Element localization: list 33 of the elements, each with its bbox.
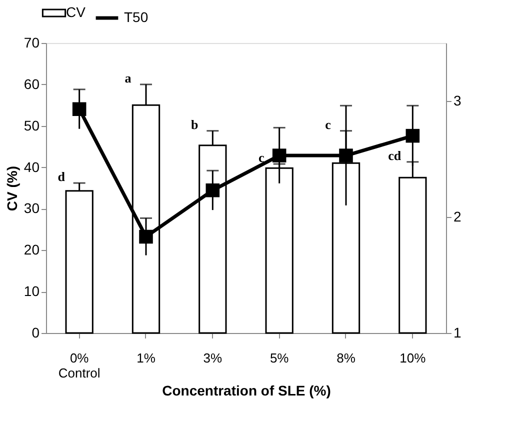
- y2-tick-label: 2: [454, 208, 462, 224]
- y-tick-label: 20: [24, 242, 40, 258]
- point: [139, 230, 153, 244]
- y2-tick-label: 3: [454, 92, 462, 108]
- y-tick-label: 30: [24, 200, 40, 216]
- x-tick-label: 8%: [336, 350, 356, 366]
- y-axis-title: CV (%): [4, 166, 20, 212]
- point: [406, 128, 420, 143]
- y-tick-label: 40: [24, 158, 40, 175]
- x-axis-title: Concentration of SLE (%): [162, 382, 331, 398]
- annotation: c: [325, 116, 332, 132]
- point: [272, 148, 286, 162]
- x-tick-label: 5%: [270, 350, 290, 366]
- y-tick-label: 10: [24, 283, 40, 300]
- y-tick-label: 0: [32, 324, 40, 340]
- annotation: b: [191, 116, 198, 132]
- point: [72, 102, 86, 116]
- legend-label: T50: [124, 9, 148, 25]
- annotation: cd: [388, 148, 402, 163]
- legend-label: CV: [66, 4, 86, 20]
- x-tick-label: 1%: [136, 350, 156, 366]
- y-tick-label: 60: [24, 76, 40, 92]
- point: [206, 183, 220, 198]
- y-tick-label: 50: [24, 117, 40, 134]
- y-tick-label: 70: [24, 34, 40, 50]
- annotation: a: [124, 70, 132, 86]
- annotation: c: [258, 150, 264, 165]
- annotation: d: [58, 169, 66, 184]
- x-tick-label: 0% Control: [58, 350, 100, 380]
- x-tick-label: 10%: [400, 350, 426, 366]
- point: [339, 148, 353, 162]
- y2-tick-label: 1: [454, 324, 462, 340]
- x-tick-label: 3%: [203, 350, 222, 366]
